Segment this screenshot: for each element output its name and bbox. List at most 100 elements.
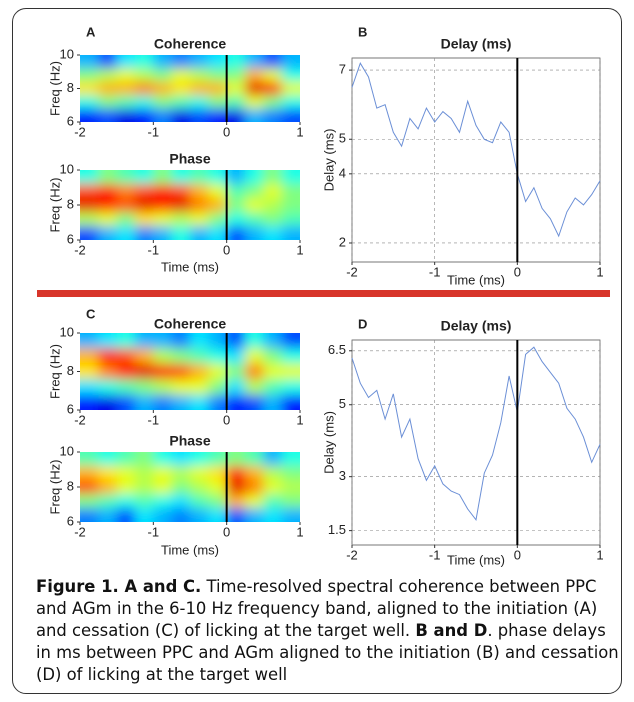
heatmap — [80, 452, 300, 522]
heatmap-cell — [153, 452, 173, 467]
heatmap-cell — [281, 226, 300, 240]
heatmap-cell — [116, 170, 136, 185]
heatmap-cell — [171, 198, 191, 213]
heatmap-cell — [190, 394, 210, 410]
y-tick-label: 5 — [339, 396, 346, 411]
x-tick-label: 1 — [296, 242, 303, 257]
heatmap-cell — [190, 170, 210, 185]
heatmap-cell — [190, 452, 210, 467]
y-tick-label: 10 — [60, 443, 74, 458]
heatmap-cell — [208, 95, 228, 110]
y-tick-label: 10 — [60, 324, 74, 339]
heatmap-cell — [208, 379, 228, 396]
heatmap-cell — [98, 95, 118, 110]
heatmap-cell — [116, 348, 136, 365]
heatmap-cell — [171, 184, 191, 199]
heatmap-cell — [190, 480, 210, 495]
heatmap-cell — [153, 212, 173, 227]
heatmap-cell — [281, 108, 300, 122]
heatmap-cell — [171, 348, 191, 365]
heatmap-cell — [245, 226, 265, 240]
heatmap-cell — [263, 480, 283, 495]
y-tick-label: 2 — [339, 234, 346, 249]
heatmap-cell — [263, 95, 283, 110]
heatmap-cell — [190, 348, 210, 365]
heatmap-cell — [80, 68, 100, 83]
heatmap — [80, 333, 300, 410]
heatmap-cell — [245, 494, 265, 509]
caption-text: Time-resolved spectral coherence between… — [36, 577, 598, 640]
heatmap-cell — [135, 184, 155, 199]
heatmap-cell — [245, 55, 265, 70]
heatmap-cell — [135, 333, 155, 350]
heatmap-cell — [80, 212, 100, 227]
y-tick-label: 6 — [67, 231, 74, 246]
heatmap-cell — [98, 68, 118, 83]
caption-bold: Figure 1. A and C. — [36, 577, 202, 596]
heatmap-cell — [80, 494, 100, 509]
heatmap-cell — [263, 494, 283, 509]
heatmap-cell — [98, 348, 118, 365]
heatmap-cell — [135, 394, 155, 410]
y-axis-label: Delay (ms) — [321, 411, 336, 474]
heatmap-cell — [263, 363, 283, 381]
heatmap-cell — [226, 68, 246, 83]
heatmap-cell — [208, 494, 228, 509]
heatmap-cell — [263, 81, 283, 97]
heatmap-cell — [263, 508, 283, 522]
panel-title: Delay (ms) — [441, 318, 512, 334]
heatmap-cell — [135, 81, 155, 97]
heatmap-cell — [208, 68, 228, 83]
x-tick-label: 1 — [296, 524, 303, 539]
heatmap-cell — [135, 68, 155, 83]
panel-title: Phase — [169, 151, 210, 167]
heatmap-cell — [190, 95, 210, 110]
heatmap-cell — [190, 508, 210, 522]
heatmap-cell — [116, 108, 136, 122]
panel-letter: B — [358, 24, 367, 39]
y-tick-label: 10 — [60, 161, 74, 176]
heatmap-cell — [281, 480, 300, 495]
heatmap-cell — [98, 55, 118, 70]
heatmap-cell — [153, 198, 173, 213]
heatmap-cell — [208, 212, 228, 227]
heatmap-cell — [263, 394, 283, 410]
heatmap-cell — [263, 55, 283, 70]
y-tick-label: 4 — [339, 165, 346, 180]
heatmap-cell — [153, 95, 173, 110]
heatmap-cell — [153, 508, 173, 522]
heatmap-cell — [190, 108, 210, 122]
y-tick-label: 10 — [60, 46, 74, 61]
heatmap-cell — [116, 394, 136, 410]
heatmap-cell — [116, 466, 136, 481]
heatmap-cell — [208, 508, 228, 522]
heatmap-cell — [116, 212, 136, 227]
heatmap-cell — [153, 108, 173, 122]
heatmap-cell — [190, 184, 210, 199]
heatmap-cell — [245, 198, 265, 213]
heatmap-cell — [226, 198, 246, 213]
heatmap-cell — [171, 68, 191, 83]
heatmap-cell — [135, 508, 155, 522]
heatmap-cell — [226, 494, 246, 509]
heatmap-cell — [135, 348, 155, 365]
heatmap-cell — [263, 466, 283, 481]
heatmap-cells — [80, 452, 300, 522]
x-tick-label: -1 — [148, 242, 160, 257]
heatmap-cell — [153, 333, 173, 350]
heatmap-cell — [190, 226, 210, 240]
heatmap-cell — [281, 466, 300, 481]
heatmap-cell — [245, 363, 265, 381]
heatmap-cell — [226, 212, 246, 227]
x-tick-label: -2 — [74, 524, 86, 539]
y-axis-label: Freq (Hz) — [47, 61, 62, 116]
heatmap-cell — [116, 184, 136, 199]
heatmap-cell — [98, 184, 118, 199]
x-tick-label: 1 — [296, 124, 303, 139]
heatmap-cell — [171, 170, 191, 185]
heatmap-cell — [80, 81, 100, 97]
caption-bold: B and D — [415, 621, 488, 640]
heatmap-cell — [281, 212, 300, 227]
